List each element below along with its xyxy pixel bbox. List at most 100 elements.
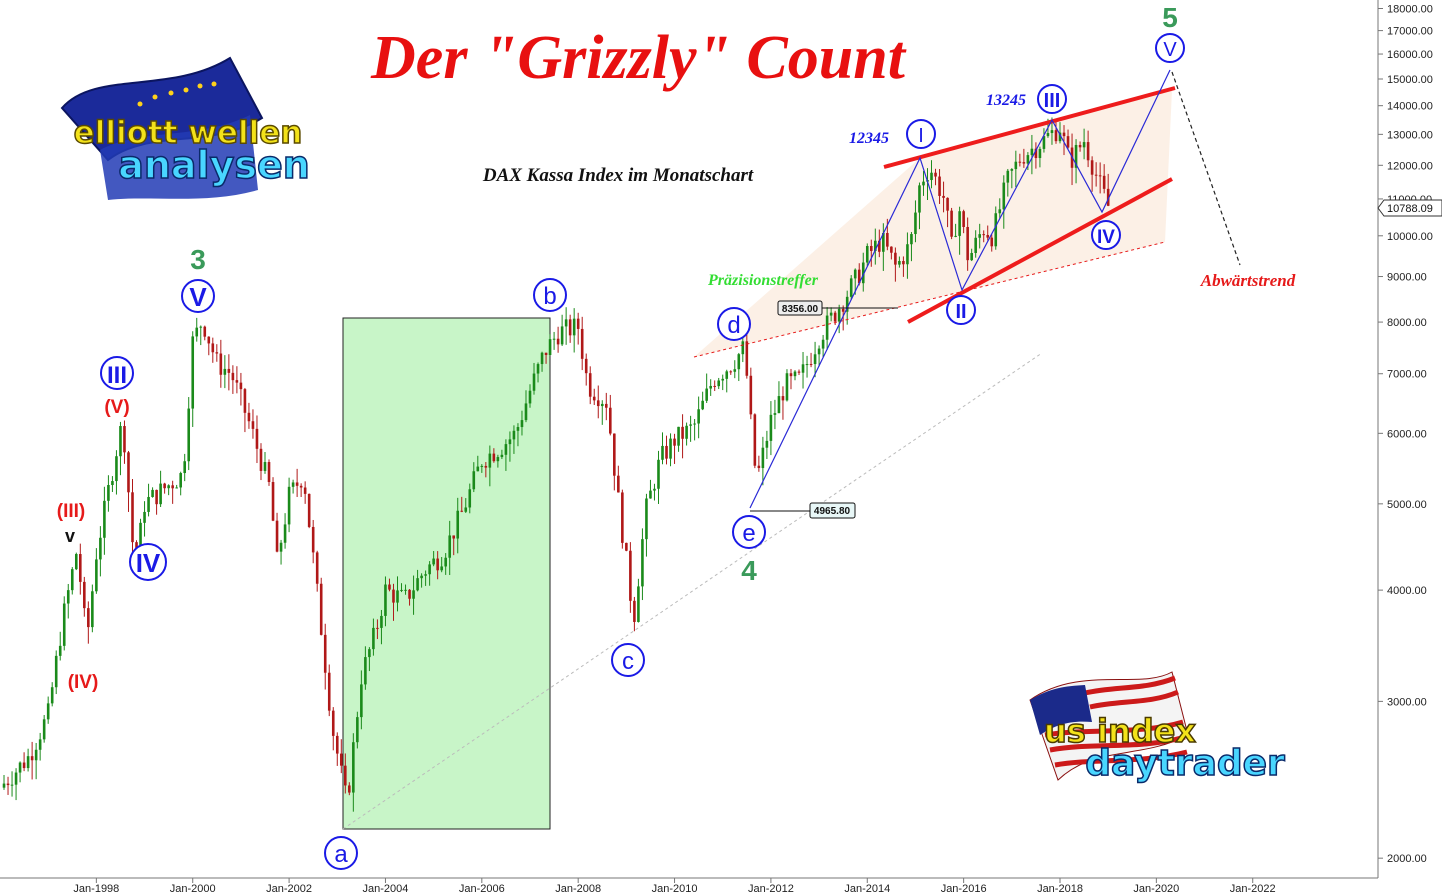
candle-body — [821, 339, 825, 349]
candle-body — [10, 784, 14, 786]
candle-body — [882, 232, 885, 252]
candle-body — [805, 364, 809, 366]
candle-body — [388, 584, 391, 590]
candle-body — [207, 336, 211, 344]
candle-body — [1066, 136, 1070, 148]
candle-body — [38, 739, 42, 750]
candle-body — [661, 445, 664, 460]
candle-body — [749, 375, 753, 415]
candle-body — [665, 445, 668, 459]
candle-body — [1046, 133, 1050, 137]
x-tick-label: Jan-2014 — [844, 883, 890, 895]
candle-body — [424, 574, 427, 576]
candle-body — [26, 756, 30, 769]
circle-label-a: a — [324, 836, 358, 870]
candle-body — [725, 371, 729, 379]
candle-body — [617, 475, 620, 493]
candle-body — [861, 262, 865, 284]
x-tick-label: Jan-2010 — [652, 883, 698, 895]
downtrend-projection — [1171, 71, 1241, 266]
candle-body — [203, 326, 207, 337]
circle-label-III-left: III — [100, 356, 134, 390]
candle-body — [352, 742, 355, 793]
candle-body — [496, 457, 500, 462]
candle-body — [360, 684, 363, 718]
candle-body — [560, 326, 564, 345]
candle-body — [641, 539, 644, 587]
marker-4965-text: 4965.80 — [814, 506, 851, 517]
candle-body — [344, 765, 347, 786]
candle-body — [837, 308, 841, 322]
circle-label-I: I — [906, 119, 936, 149]
svg-text:c: c — [622, 648, 634, 675]
marker-8356-box — [777, 300, 823, 316]
candle-body — [231, 372, 235, 381]
candle-body — [348, 785, 351, 793]
candle-body — [745, 341, 749, 376]
candle-body — [697, 409, 700, 424]
candle-body — [600, 403, 604, 407]
candle-body — [307, 493, 311, 527]
candle-body — [356, 717, 359, 743]
circle-label-d: d — [717, 307, 751, 341]
candle-body — [323, 634, 327, 673]
candle-body — [853, 269, 857, 279]
candle-body — [151, 489, 154, 497]
y-tick-label: 7000.00 — [1387, 369, 1427, 381]
channel-shade — [694, 90, 1172, 357]
candle-body — [428, 564, 431, 575]
candle-body — [930, 172, 933, 181]
label-13245: 13245 — [986, 92, 1026, 109]
svg-text:elliott wellen: elliott wellen — [74, 115, 303, 151]
candle-body — [1038, 148, 1042, 159]
y-tick-label: 2000.00 — [1387, 853, 1427, 865]
y-tick-label: 3000.00 — [1387, 696, 1427, 708]
candle-body — [412, 590, 415, 599]
y-tick-label: 13000.00 — [1387, 129, 1433, 141]
candle-body — [339, 753, 343, 766]
candle-body — [187, 408, 191, 462]
us-index-daytrader-logo: us index daytrader — [1029, 671, 1286, 785]
candle-body — [199, 326, 203, 328]
candle-body — [99, 537, 102, 560]
candle-body — [107, 485, 110, 501]
candle-body — [1090, 160, 1094, 175]
candle-body — [30, 756, 34, 761]
candle-body — [841, 308, 845, 312]
circle-label-V-left: V — [181, 279, 215, 313]
x-tick-label: Jan-2020 — [1133, 883, 1179, 895]
candle-body — [532, 373, 536, 391]
candle-body — [1086, 142, 1090, 161]
candle-body — [524, 403, 528, 421]
candle-body — [733, 369, 737, 372]
candle-body — [637, 586, 640, 622]
candle-body — [291, 482, 295, 487]
candle-body — [400, 589, 403, 591]
x-tick-label: Jan-2002 — [266, 883, 312, 895]
candle-body — [653, 488, 656, 491]
marker-4965-box — [809, 502, 856, 519]
candle-body — [1030, 148, 1034, 156]
candle-body — [849, 278, 853, 297]
candle-body — [588, 373, 592, 397]
candle-body — [175, 487, 178, 489]
candle-body — [548, 339, 552, 356]
candle-body — [890, 246, 893, 253]
candle-body — [769, 414, 773, 441]
candle-body — [761, 447, 765, 469]
candle-body — [516, 427, 520, 431]
candle-body — [179, 473, 182, 488]
candle-body — [476, 466, 480, 472]
candle-body — [906, 244, 909, 265]
candle-body — [404, 589, 407, 591]
candle-body — [91, 591, 94, 628]
candle-body — [629, 550, 632, 601]
candle-body — [689, 424, 692, 426]
elliott-wellen-logo: elliott wellen analysen — [60, 56, 311, 200]
candle-body — [440, 566, 443, 571]
candle-body — [1058, 132, 1062, 142]
candle-body — [315, 552, 319, 584]
candle-body — [1054, 130, 1058, 142]
candle-body — [251, 421, 255, 429]
y-tick-label: 17000.00 — [1387, 26, 1433, 38]
